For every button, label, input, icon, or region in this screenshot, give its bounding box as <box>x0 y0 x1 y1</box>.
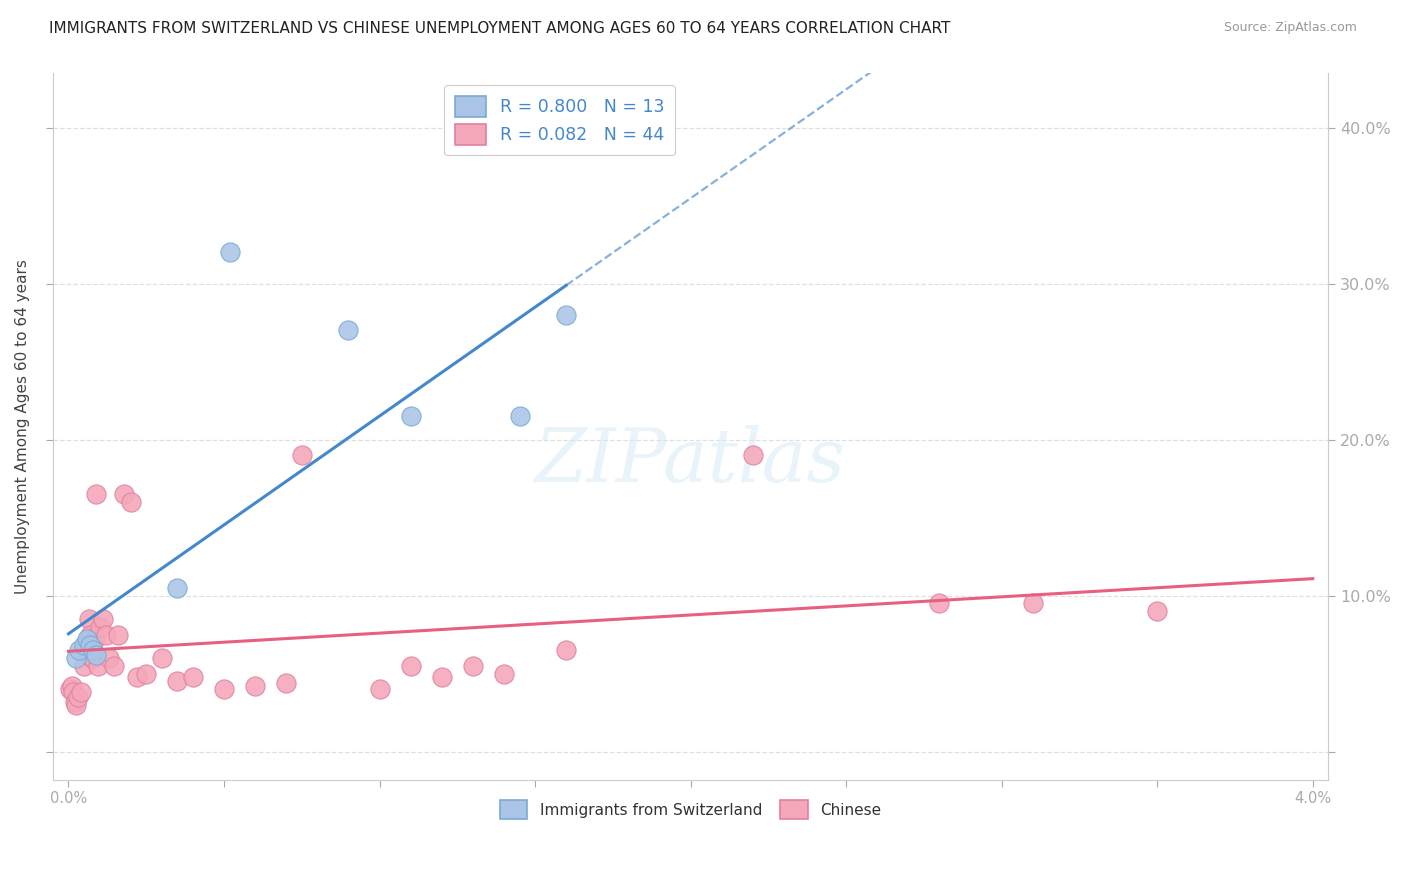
Point <box>135 666 157 681</box>
Point <box>276 676 298 690</box>
Point <box>337 323 360 337</box>
Text: ZIPatlas: ZIPatlas <box>536 425 846 498</box>
Point <box>103 658 125 673</box>
Point <box>80 651 103 665</box>
Text: Source: ZipAtlas.com: Source: ZipAtlas.com <box>1223 21 1357 34</box>
Point <box>84 632 107 647</box>
Point <box>368 682 391 697</box>
Y-axis label: Unemployment Among Ages 60 to 64 years: Unemployment Among Ages 60 to 64 years <box>15 259 30 594</box>
Point <box>509 409 531 424</box>
Point <box>1022 596 1045 610</box>
Point <box>82 651 104 665</box>
Point <box>59 682 82 697</box>
Point <box>65 698 87 712</box>
Point <box>741 448 763 462</box>
Point <box>107 627 129 641</box>
Point <box>212 682 235 697</box>
Point <box>82 643 104 657</box>
Point <box>67 643 90 657</box>
Point <box>63 695 86 709</box>
Point <box>181 670 204 684</box>
Point <box>60 679 83 693</box>
Point <box>430 670 453 684</box>
Point <box>166 581 188 595</box>
Point <box>76 635 98 649</box>
Point <box>399 409 422 424</box>
Legend: Immigrants from Switzerland, Chinese: Immigrants from Switzerland, Chinese <box>494 794 887 825</box>
Point <box>77 612 100 626</box>
Point <box>97 651 120 665</box>
Point <box>94 627 117 641</box>
Point <box>73 639 96 653</box>
Point <box>555 643 578 657</box>
Point <box>73 658 96 673</box>
Text: IMMIGRANTS FROM SWITZERLAND VS CHINESE UNEMPLOYMENT AMONG AGES 60 TO 64 YEARS CO: IMMIGRANTS FROM SWITZERLAND VS CHINESE U… <box>49 21 950 36</box>
Point <box>461 658 484 673</box>
Point <box>89 620 111 634</box>
Point <box>79 639 101 653</box>
Point <box>91 612 114 626</box>
Point <box>120 495 142 509</box>
Point <box>928 596 950 610</box>
Point <box>399 658 422 673</box>
Point <box>492 666 515 681</box>
Point <box>1146 604 1168 618</box>
Point <box>75 643 97 657</box>
Point <box>86 487 108 501</box>
Point <box>76 632 98 647</box>
Point <box>291 448 314 462</box>
Point <box>62 685 84 699</box>
Point <box>87 658 110 673</box>
Point <box>70 685 93 699</box>
Point <box>79 627 101 641</box>
Point <box>86 648 108 662</box>
Point <box>66 690 89 704</box>
Point <box>125 670 148 684</box>
Point <box>555 308 578 322</box>
Point <box>65 651 87 665</box>
Point <box>150 651 173 665</box>
Point <box>219 245 242 260</box>
Point <box>166 674 188 689</box>
Point <box>114 487 136 501</box>
Point <box>243 679 266 693</box>
